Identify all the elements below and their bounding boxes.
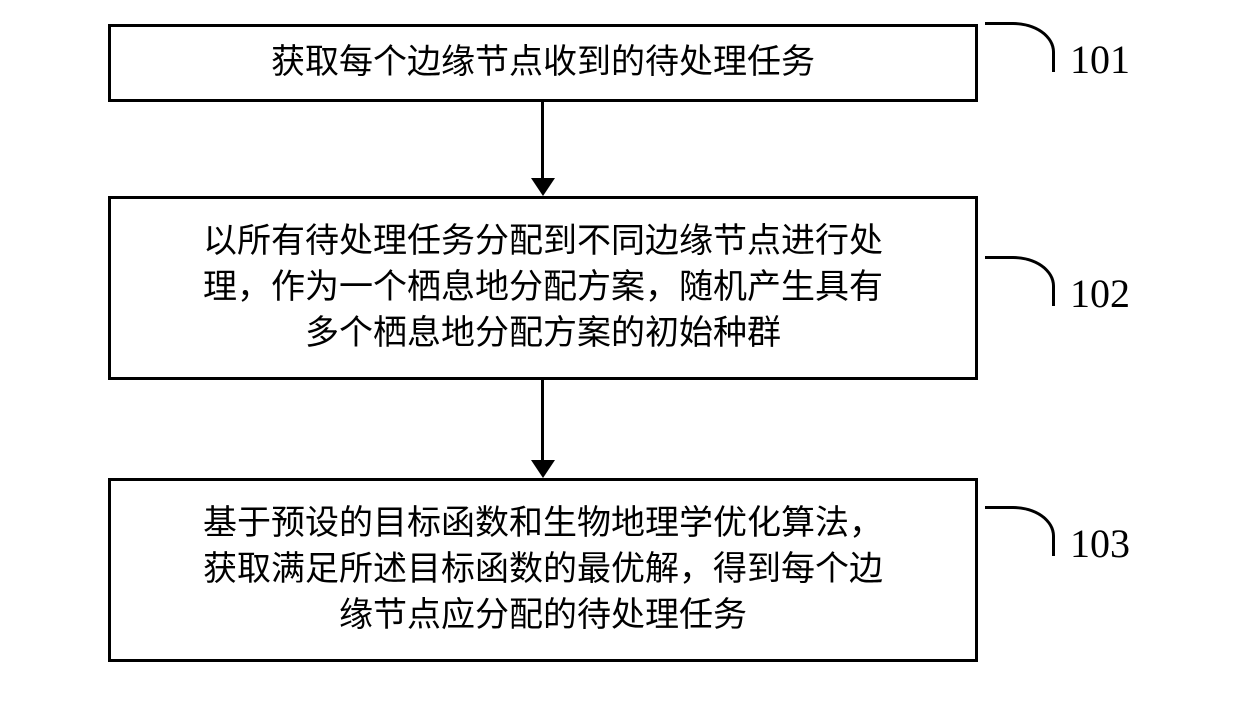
flow-step-3-line-1: 基于预设的目标函数和生物地理学优化算法， bbox=[203, 501, 883, 547]
arrow-2-stem bbox=[541, 380, 544, 460]
arrow-1-stem bbox=[541, 102, 544, 178]
flow-step-2: 以所有待处理任务分配到不同边缘节点进行处 理，作为一个栖息地分配方案，随机产生具… bbox=[108, 196, 978, 380]
flow-step-3-line-3: 缘节点应分配的待处理任务 bbox=[203, 593, 883, 639]
flow-step-1: 获取每个边缘节点收到的待处理任务 bbox=[108, 24, 978, 102]
step-label-101: 101 bbox=[1070, 36, 1130, 83]
flow-step-2-line-3: 多个栖息地分配方案的初始种群 bbox=[203, 311, 883, 357]
label-curve-102 bbox=[985, 256, 1055, 306]
arrow-2-head bbox=[531, 460, 555, 478]
flow-step-2-line-1: 以所有待处理任务分配到不同边缘节点进行处 bbox=[203, 219, 883, 265]
label-curve-103 bbox=[985, 506, 1055, 556]
flow-step-1-line-1: 获取每个边缘节点收到的待处理任务 bbox=[271, 40, 815, 86]
flow-step-3-line-2: 获取满足所述目标函数的最优解，得到每个边 bbox=[203, 547, 883, 593]
flow-step-2-line-2: 理，作为一个栖息地分配方案，随机产生具有 bbox=[203, 265, 883, 311]
flow-step-3: 基于预设的目标函数和生物地理学优化算法， 获取满足所述目标函数的最优解，得到每个… bbox=[108, 478, 978, 662]
label-curve-101 bbox=[985, 22, 1055, 72]
step-label-103: 103 bbox=[1070, 520, 1130, 567]
arrow-1-head bbox=[531, 178, 555, 196]
step-label-102: 102 bbox=[1070, 270, 1130, 317]
